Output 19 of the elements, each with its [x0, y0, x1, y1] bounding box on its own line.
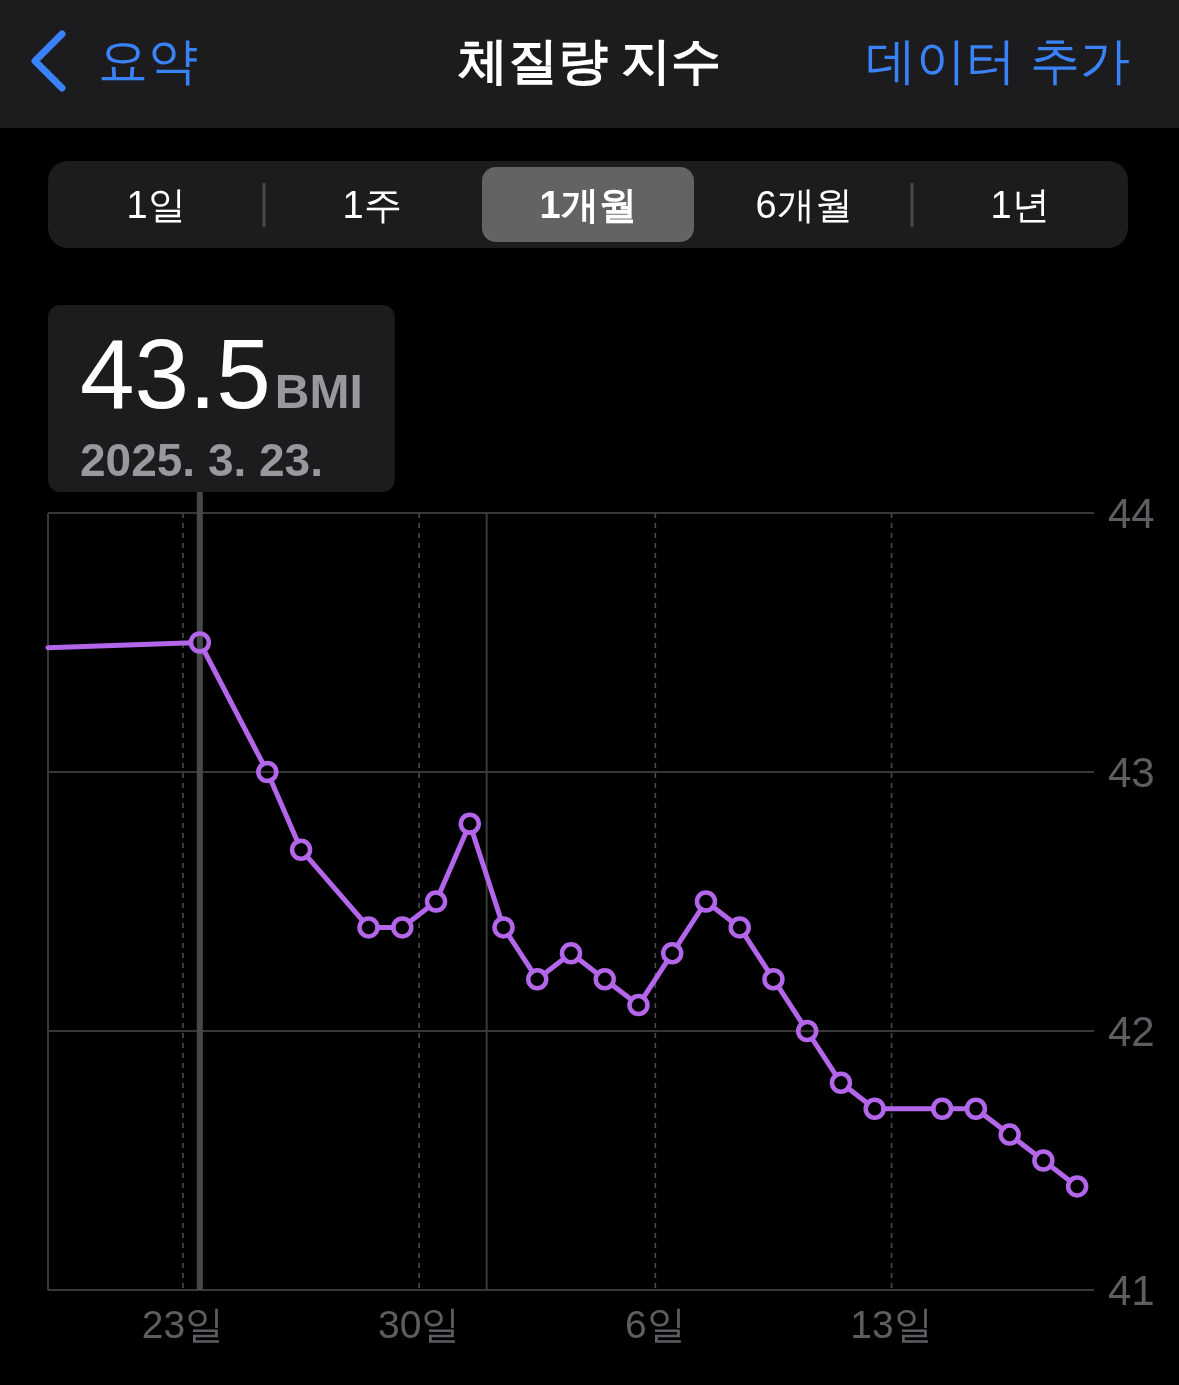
x-tick-label: 23일 [141, 1303, 225, 1346]
chart-title: 체질량 지수 [457, 33, 722, 89]
text: 1일 [126, 184, 186, 226]
text: 6개월 [755, 184, 853, 226]
text: 1개월 [539, 184, 637, 226]
text: 데이터 추가 [866, 33, 1130, 89]
text: 요약 [98, 33, 198, 89]
x-tick-label: 6일 [625, 1303, 686, 1346]
text: BMI [274, 365, 363, 418]
y-tick-label: 41 [1108, 1267, 1155, 1314]
text: 43.5 [80, 319, 271, 429]
x-tick-label: 30일 [377, 1303, 461, 1346]
y-tick-label: 42 [1108, 1008, 1155, 1055]
text: 1년 [990, 184, 1050, 226]
y-tick-label: 43 [1108, 749, 1155, 796]
x-tick-label: 13일 [850, 1303, 933, 1346]
text: 1주 [342, 184, 402, 226]
y-tick-label: 44 [1108, 490, 1155, 537]
ref-line-label: 2025. 3. 23. [80, 434, 323, 486]
